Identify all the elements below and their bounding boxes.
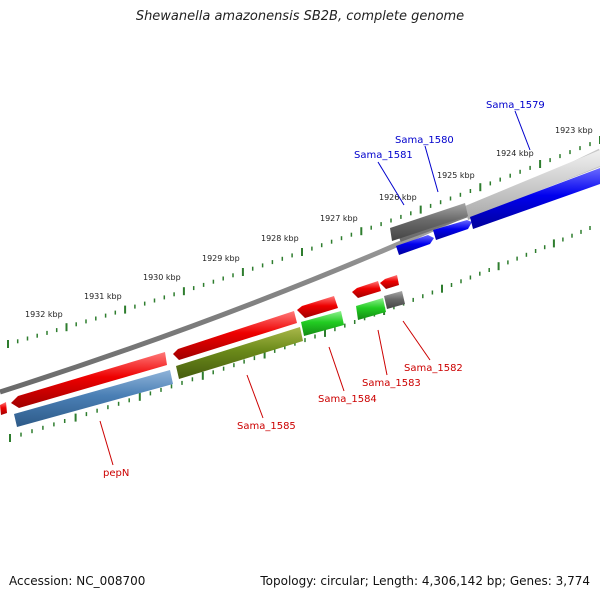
gene-block-pepN[interactable] (14, 370, 173, 427)
reverse-strand-genes (14, 291, 405, 427)
gene-block-sama-1584[interactable] (301, 311, 344, 336)
gene-block-sama-1581[interactable] (390, 203, 468, 241)
gene-arrow-sama-1580[interactable] (433, 220, 472, 240)
gene-labels: Sama_1579 Sama_1580 Sama_1581 Sama_1582 … (103, 100, 545, 479)
leader-sama-1584 (328, 346, 345, 392)
outer-ruler-ticks (7, 136, 600, 348)
gene-label-sama-1585[interactable]: Sama_1585 (237, 421, 296, 432)
ruler-label-1923: 1923 kbp (555, 126, 593, 135)
ruler-label-1925: 1925 kbp (437, 171, 475, 180)
gene-arrow-upper-6[interactable] (380, 275, 399, 289)
map-title: Shewanella amazonensis SB2B, complete ge… (135, 9, 465, 24)
gene-block-sama-1583[interactable] (356, 298, 386, 320)
leader-sama-1579 (514, 110, 531, 151)
genome-summary-text: Topology: circular; Length: 4,306,142 bp… (260, 574, 590, 588)
forward-strand-upper (390, 203, 468, 241)
gene-arrow-sama-1581[interactable] (396, 235, 434, 255)
gene-label-leaders (99, 110, 531, 466)
gene-label-sama-1580[interactable]: Sama_1580 (395, 135, 454, 146)
genome-backbone (0, 148, 600, 395)
gene-arrow-upper-1[interactable] (0, 402, 7, 415)
leader-sama-1585 (246, 374, 264, 419)
gene-label-pepN[interactable]: pepN (103, 468, 129, 479)
gene-block-sama-1585[interactable] (176, 327, 303, 379)
ruler-label-1928: 1928 kbp (261, 234, 299, 243)
ruler-label-1927: 1927 kbp (320, 214, 358, 223)
leader-sama-1583 (377, 329, 388, 376)
gene-label-sama-1581[interactable]: Sama_1581 (354, 150, 413, 161)
ruler-label-1932: 1932 kbp (25, 310, 63, 319)
gene-block-sama-1582[interactable] (384, 291, 405, 309)
leader-pepN (99, 420, 114, 466)
gene-label-sama-1583[interactable]: Sama_1583 (362, 378, 421, 389)
leader-sama-1580 (424, 145, 439, 193)
outer-ruler-labels: 1923 kbp 1924 kbp 1925 kbp 1926 kbp 1927… (25, 126, 593, 319)
accession-text: Accession: NC_008700 (9, 574, 146, 588)
gene-arrow-upper-2[interactable] (11, 352, 167, 408)
backbone-upper (0, 148, 600, 395)
ruler-label-1931: 1931 kbp (84, 292, 122, 301)
ruler-label-1926: 1926 kbp (379, 193, 417, 202)
ruler-label-1924: 1924 kbp (496, 149, 534, 158)
gene-arrow-upper-5[interactable] (352, 281, 381, 298)
gene-arrow-upper-4[interactable] (297, 296, 338, 318)
inner-ruler-ticks (9, 226, 591, 442)
ruler-label-1930: 1930 kbp (143, 273, 181, 282)
gene-arrow-upper-3[interactable] (173, 311, 297, 360)
gene-label-sama-1582[interactable]: Sama_1582 (404, 363, 463, 374)
leader-sama-1581 (377, 161, 405, 206)
forward-strand-genes (396, 168, 600, 255)
reverse-strand-upper (0, 275, 399, 415)
ruler-label-1929: 1929 kbp (202, 254, 240, 263)
gene-arrow-sama-1579[interactable] (470, 168, 600, 229)
leader-sama-1582 (402, 320, 431, 361)
gene-region-sama-1579-upstream (465, 150, 600, 220)
gene-label-sama-1584[interactable]: Sama_1584 (318, 394, 377, 405)
gene-label-sama-1579[interactable]: Sama_1579 (486, 100, 545, 111)
